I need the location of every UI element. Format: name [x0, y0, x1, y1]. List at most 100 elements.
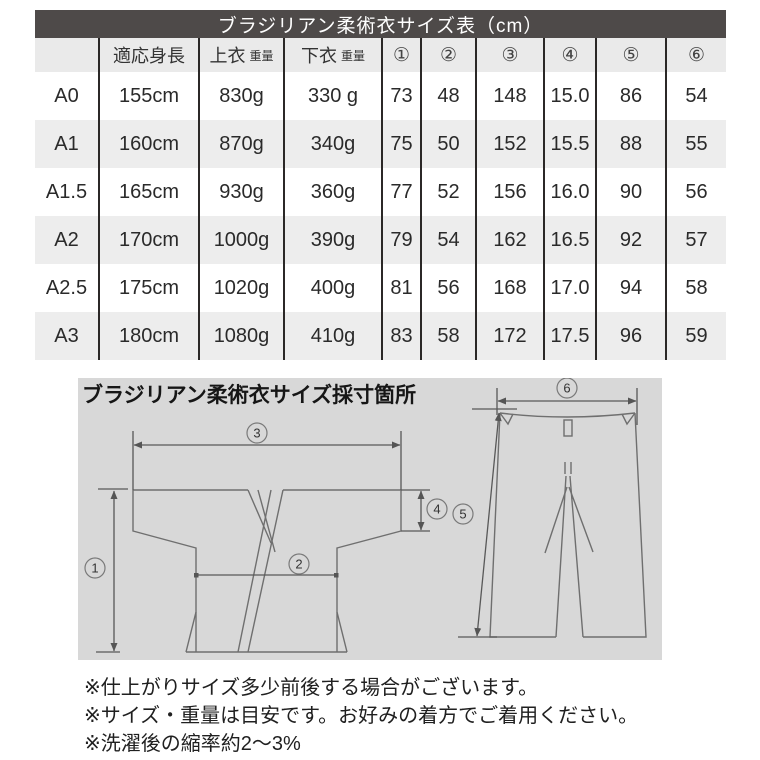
table-row: A2 170cm 1000g 390g 79 54 162 16.5 92 57	[35, 216, 726, 264]
row-measure-5: 90	[595, 168, 665, 216]
marker-5-label: 5	[459, 507, 466, 522]
header-measure-2: ②	[420, 38, 475, 72]
row-measure-2: 58	[420, 312, 475, 360]
row-height: 165cm	[98, 168, 198, 216]
row-measure-5: 92	[595, 216, 665, 264]
row-height: 180cm	[98, 312, 198, 360]
marker-2-label: 2	[295, 557, 302, 572]
gi-pants-outline	[489, 412, 647, 638]
row-measure-3: 162	[475, 216, 543, 264]
row-measure-4: 16.0	[543, 168, 595, 216]
header-pants-weight: 下衣 重量	[283, 38, 381, 72]
header-measure-5: ⑤	[595, 38, 665, 72]
row-size: A2	[35, 216, 98, 264]
table-row: A2.5 175cm 1020g 400g 81 56 168 17.0 94 …	[35, 264, 726, 312]
row-measure-1: 83	[381, 312, 420, 360]
marker-1-icon: 1	[84, 557, 106, 579]
row-measure-5: 96	[595, 312, 665, 360]
marker-5-icon: 5	[452, 503, 474, 525]
row-measure-3: 148	[475, 72, 543, 120]
marker-6-icon: 6	[556, 378, 578, 399]
row-height: 160cm	[98, 120, 198, 168]
row-jacket-weight: 870g	[198, 120, 283, 168]
row-measure-5: 88	[595, 120, 665, 168]
header-measure-3: ③	[475, 38, 543, 72]
row-height: 155cm	[98, 72, 198, 120]
diagram-title: ブラジリアン柔術衣サイズ採寸箇所	[82, 384, 417, 407]
header-measure-6: ⑥	[665, 38, 726, 72]
row-measure-5: 86	[595, 72, 665, 120]
table-row: A1.5 165cm 930g 360g 77 52 156 16.0 90 5…	[35, 168, 726, 216]
header-measure-1: ①	[381, 38, 420, 72]
row-measure-1: 75	[381, 120, 420, 168]
row-measure-1: 79	[381, 216, 420, 264]
row-measure-3: 152	[475, 120, 543, 168]
row-measure-6: 55	[665, 120, 726, 168]
row-size: A0	[35, 72, 98, 120]
table-header-row: 適応身長 上衣 重量 下衣 重量 ① ② ③ ④ ⑤ ⑥	[35, 38, 726, 72]
table-row: A0 155cm 830g 330 g 73 48 148 15.0 86 54	[35, 72, 726, 120]
header-pants-label: 下衣	[300, 46, 337, 66]
row-measure-4: 17.0	[543, 264, 595, 312]
row-height: 175cm	[98, 264, 198, 312]
row-size: A2.5	[35, 264, 98, 312]
marker-1-label: 1	[91, 561, 98, 576]
row-measure-2: 56	[420, 264, 475, 312]
row-measure-2: 50	[420, 120, 475, 168]
row-pants-weight: 360g	[283, 168, 381, 216]
marker-6-label: 6	[563, 381, 570, 396]
header-measure-4: ④	[543, 38, 595, 72]
row-pants-weight: 400g	[283, 264, 381, 312]
row-pants-weight: 330 g	[283, 72, 381, 120]
row-jacket-weight: 830g	[198, 72, 283, 120]
row-measure-4: 16.5	[543, 216, 595, 264]
footnote-line: ※洗濯後の縮率約2〜3%	[84, 733, 301, 755]
row-jacket-weight: 1000g	[198, 216, 283, 264]
marker-3-label: 3	[253, 426, 260, 441]
pants-dimension-lines	[458, 388, 638, 638]
marker-4-icon: 4	[426, 498, 448, 520]
row-jacket-weight: 930g	[198, 168, 283, 216]
footnote-line: ※仕上がりサイズ多少前後する場合がございます。	[84, 677, 539, 699]
row-size: A1.5	[35, 168, 98, 216]
row-measure-1: 77	[381, 168, 420, 216]
row-measure-4: 17.5	[543, 312, 595, 360]
footnote-line: ※サイズ・重量は目安です。お好みの着方でご着用ください。	[84, 705, 639, 727]
row-measure-1: 81	[381, 264, 420, 312]
row-measure-6: 58	[665, 264, 726, 312]
row-size: A3	[35, 312, 98, 360]
row-jacket-weight: 1080g	[198, 312, 283, 360]
row-pants-weight: 410g	[283, 312, 381, 360]
row-measure-6: 56	[665, 168, 726, 216]
row-measure-3: 156	[475, 168, 543, 216]
row-measure-3: 172	[475, 312, 543, 360]
row-measure-2: 52	[420, 168, 475, 216]
row-measure-5: 94	[595, 264, 665, 312]
row-height: 170cm	[98, 216, 198, 264]
table-row: A1 160cm 870g 340g 75 50 152 15.5 88 55	[35, 120, 726, 168]
row-measure-6: 57	[665, 216, 726, 264]
table-row: A3 180cm 1080g 410g 83 58 172 17.5 96 59	[35, 312, 726, 360]
footnotes: ※仕上がりサイズ多少前後する場合がございます。 ※サイズ・重量は目安です。お好み…	[84, 674, 638, 758]
row-pants-weight: 340g	[283, 120, 381, 168]
row-pants-weight: 390g	[283, 216, 381, 264]
marker-4-label: 4	[433, 502, 440, 517]
jacket-dimension-lines	[96, 431, 430, 653]
measurement-diagram-drawing: 1 2 3 4 5 6	[84, 378, 647, 653]
row-measure-6: 59	[665, 312, 726, 360]
header-pants-weight-sub: 重量	[340, 48, 365, 63]
header-height: 適応身長	[98, 38, 198, 72]
table-title: ブラジリアン柔術衣サイズ表（cm）	[35, 10, 726, 38]
row-measure-3: 168	[475, 264, 543, 312]
header-jacket-weight: 上衣 重量	[198, 38, 283, 72]
gi-jacket-outline	[132, 489, 402, 653]
measurement-diagram: ブラジリアン柔術衣サイズ採寸箇所	[78, 378, 662, 660]
row-measure-4: 15.0	[543, 72, 595, 120]
header-blank	[35, 38, 98, 72]
row-measure-2: 54	[420, 216, 475, 264]
dimension-endpoint-dots	[194, 573, 339, 578]
dimension-markers: 1 2 3 4 5 6	[84, 378, 578, 579]
row-measure-4: 15.5	[543, 120, 595, 168]
row-size: A1	[35, 120, 98, 168]
header-jacket-weight-sub: 重量	[249, 48, 274, 63]
